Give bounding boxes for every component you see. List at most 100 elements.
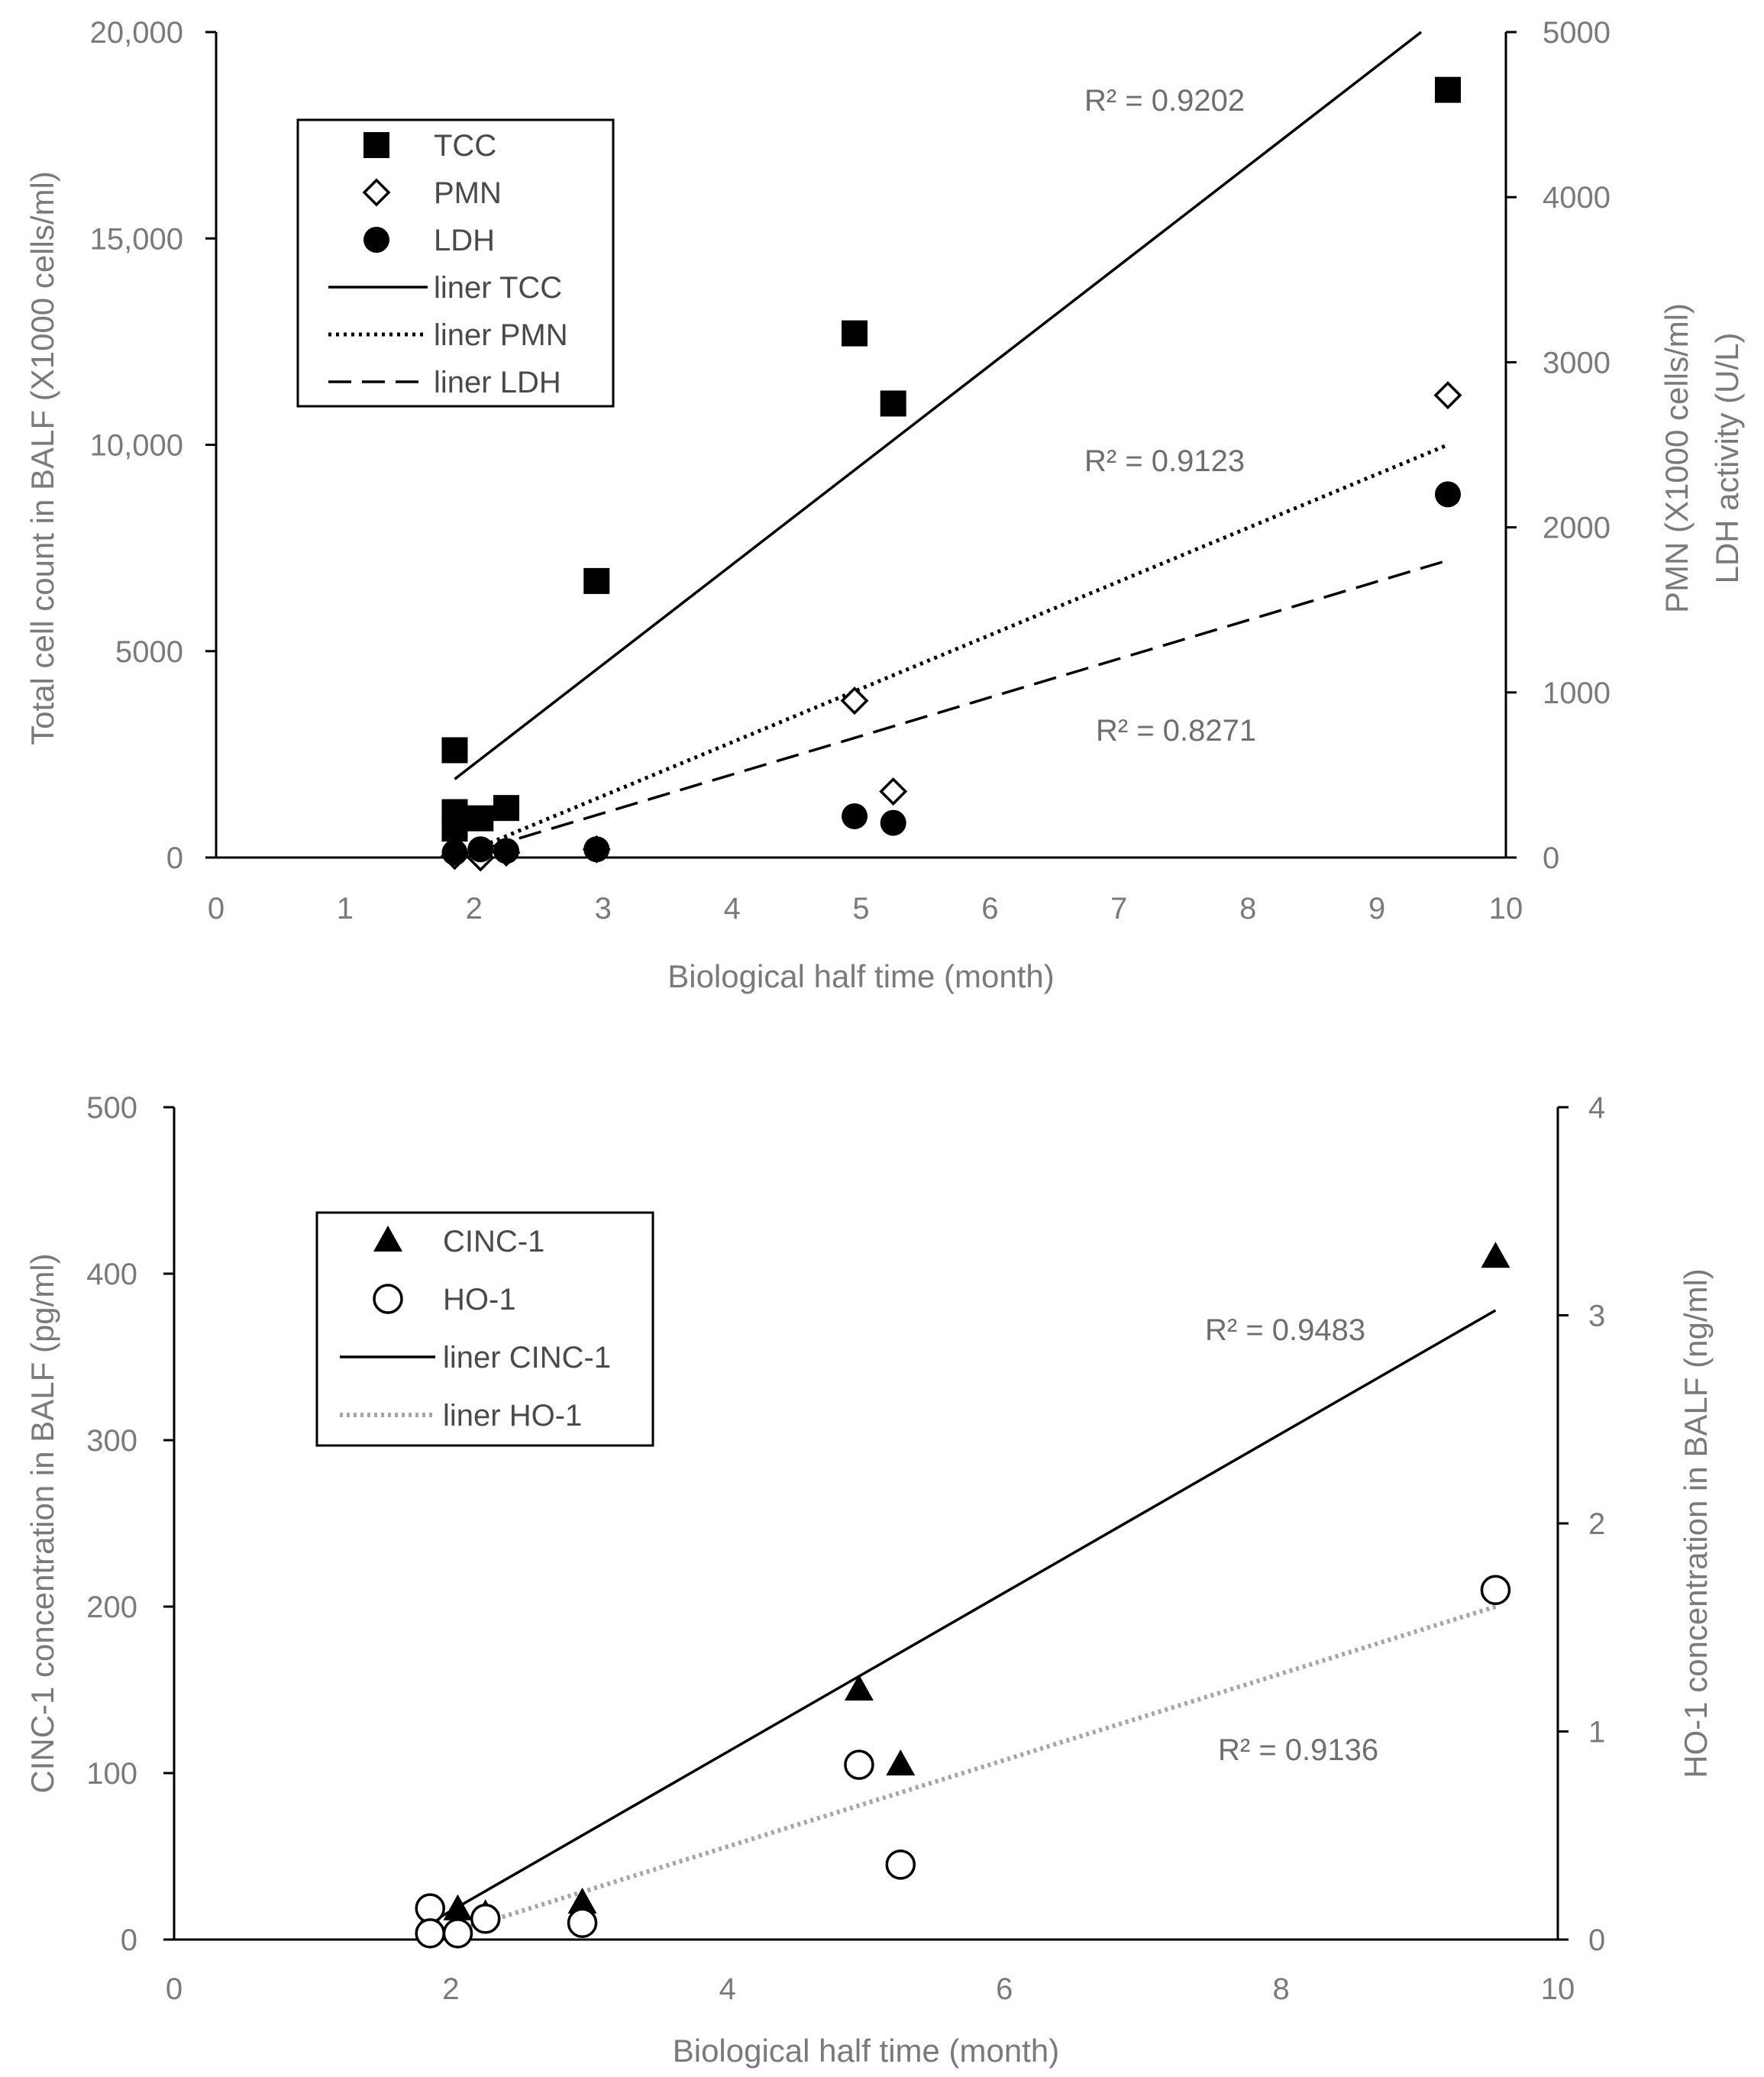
legend-marker-tcc bbox=[363, 132, 389, 158]
data-point-tcc bbox=[493, 795, 520, 822]
trendline-liner-tcc bbox=[454, 31, 1423, 780]
legend-marker-ldh bbox=[363, 227, 389, 253]
x-tick-label: 2 bbox=[466, 892, 483, 925]
x-tick-label: 2 bbox=[442, 1972, 459, 2006]
legend-marker-ho-1 bbox=[373, 1284, 403, 1314]
y-tick-label-right: 2000 bbox=[1543, 512, 1611, 545]
data-point-tcc bbox=[441, 816, 468, 842]
y-axis-label-right: LDH activity (U/L) bbox=[1709, 332, 1745, 583]
data-point-ldh bbox=[493, 838, 520, 864]
y-tick-label-left: 300 bbox=[86, 1424, 137, 1458]
data-point-ho-1 bbox=[1480, 1575, 1511, 1605]
legend-label: CINC-1 bbox=[443, 1225, 544, 1258]
y-tick-label-left: 5000 bbox=[115, 635, 183, 669]
y-tick-label-right: 0 bbox=[1588, 1924, 1605, 1957]
data-point-ho-1 bbox=[567, 1907, 598, 1938]
x-tick-label: 4 bbox=[723, 892, 740, 925]
x-tick-label: 0 bbox=[208, 892, 225, 925]
trendline-liner-cinc-1 bbox=[429, 1309, 1497, 1924]
y-tick-label-right: 5000 bbox=[1543, 16, 1611, 50]
y-tick-label-left: 0 bbox=[121, 1924, 137, 1957]
legend-label: TCC bbox=[434, 129, 496, 163]
data-point-tcc bbox=[880, 390, 906, 417]
y-tick-label-right: 3000 bbox=[1543, 346, 1611, 380]
data-point-ldh bbox=[467, 836, 494, 863]
x-tick-label: 8 bbox=[1272, 1972, 1289, 2006]
data-point-cinc-1 bbox=[567, 1888, 597, 1914]
data-point-ho-1 bbox=[415, 1918, 445, 1949]
legend-label: LDH bbox=[434, 224, 495, 257]
y-tick-label-left: 500 bbox=[86, 1091, 137, 1125]
data-point-ho-1 bbox=[885, 1849, 916, 1880]
r-squared-label: R² = 0.9483 bbox=[1205, 1313, 1365, 1347]
x-tick-label: 3 bbox=[595, 892, 612, 925]
data-point-ldh bbox=[441, 839, 468, 866]
legend-label: liner TCC bbox=[434, 271, 562, 305]
x-tick-label: 6 bbox=[981, 892, 998, 925]
x-tick-label: 7 bbox=[1110, 892, 1127, 925]
data-point-tcc bbox=[441, 737, 468, 764]
data-point-ldh bbox=[1434, 481, 1461, 508]
data-point-tcc bbox=[467, 805, 494, 832]
y-tick-label-left: 100 bbox=[86, 1757, 137, 1791]
legend-marker-cinc-1 bbox=[373, 1226, 402, 1252]
data-point-ldh bbox=[583, 836, 610, 863]
data-point-pmn bbox=[879, 777, 908, 806]
legend-label: liner HO-1 bbox=[443, 1399, 582, 1433]
data-point-cinc-1 bbox=[443, 1894, 473, 1920]
x-axis-label: Biological half time (month) bbox=[667, 958, 1055, 994]
y-tick-label-right: 2 bbox=[1588, 1507, 1605, 1541]
legend-label: liner PMN bbox=[434, 318, 568, 352]
data-point-cinc-1 bbox=[844, 1675, 874, 1701]
y-axis-label-left: CINC-1 concentration in BALF (pg/ml) bbox=[24, 1253, 60, 1793]
y-tick-label-right: 4000 bbox=[1543, 181, 1611, 215]
y-axis-label-left: Total cell count in BALF (X1000 cells/ml… bbox=[24, 171, 60, 745]
y-axis-label-right: PMN (X1000 cells/ml) bbox=[1659, 303, 1695, 613]
trendline-liner-ho-1 bbox=[429, 1604, 1497, 1942]
r-squared-label: R² = 0.8271 bbox=[1096, 714, 1256, 748]
y-axis-label-right: HO-1 concentration in BALF (ng/ml) bbox=[1678, 1268, 1714, 1778]
y-tick-label-left: 200 bbox=[86, 1591, 137, 1624]
y-tick-label-left: 10,000 bbox=[90, 429, 183, 463]
y-tick-label-left: 0 bbox=[166, 841, 183, 875]
y-tick-label-left: 400 bbox=[86, 1258, 137, 1291]
legend-marker-pmn bbox=[362, 178, 391, 207]
r-squared-label: R² = 0.9123 bbox=[1084, 444, 1245, 478]
x-tick-label: 6 bbox=[996, 1972, 1013, 2006]
x-tick-label: 8 bbox=[1239, 892, 1256, 925]
r-squared-label: R² = 0.9202 bbox=[1084, 84, 1245, 118]
y-tick-label-right: 3 bbox=[1588, 1300, 1605, 1333]
data-point-tcc bbox=[842, 320, 868, 347]
y-tick-label-left: 15,000 bbox=[90, 222, 183, 256]
x-tick-label: 4 bbox=[719, 1972, 736, 2006]
legend-label: liner CINC-1 bbox=[443, 1341, 611, 1374]
y-tick-label-right: 4 bbox=[1588, 1091, 1605, 1125]
x-tick-label: 0 bbox=[166, 1972, 183, 2006]
legend-box bbox=[296, 118, 615, 408]
x-tick-label: 10 bbox=[1489, 892, 1523, 925]
legend-box bbox=[315, 1211, 654, 1447]
data-point-ho-1 bbox=[470, 1904, 501, 1934]
x-axis-label: Biological half time (month) bbox=[673, 2033, 1060, 2069]
data-point-ho-1 bbox=[415, 1893, 445, 1924]
legend-label: HO-1 bbox=[443, 1283, 516, 1316]
y-tick-label-right: 0 bbox=[1543, 841, 1559, 875]
trendline-liner-pmn bbox=[454, 443, 1449, 860]
data-point-ldh bbox=[880, 809, 906, 836]
legend-label: PMN bbox=[434, 176, 502, 210]
data-point-ho-1 bbox=[442, 1918, 473, 1949]
data-point-ldh bbox=[842, 803, 868, 829]
data-point-tcc bbox=[583, 567, 610, 594]
y-tick-label-right: 1000 bbox=[1543, 677, 1611, 710]
data-point-tcc bbox=[1434, 76, 1461, 103]
x-tick-label: 9 bbox=[1368, 892, 1385, 925]
trendline-liner-ldh bbox=[454, 559, 1449, 859]
x-tick-label: 10 bbox=[1541, 1972, 1575, 2006]
data-point-pmn bbox=[840, 686, 869, 715]
data-point-pmn bbox=[1433, 381, 1462, 410]
x-tick-label: 5 bbox=[852, 892, 869, 925]
data-point-cinc-1 bbox=[1481, 1242, 1510, 1268]
data-point-cinc-1 bbox=[886, 1749, 916, 1776]
data-point-ho-1 bbox=[844, 1749, 874, 1780]
